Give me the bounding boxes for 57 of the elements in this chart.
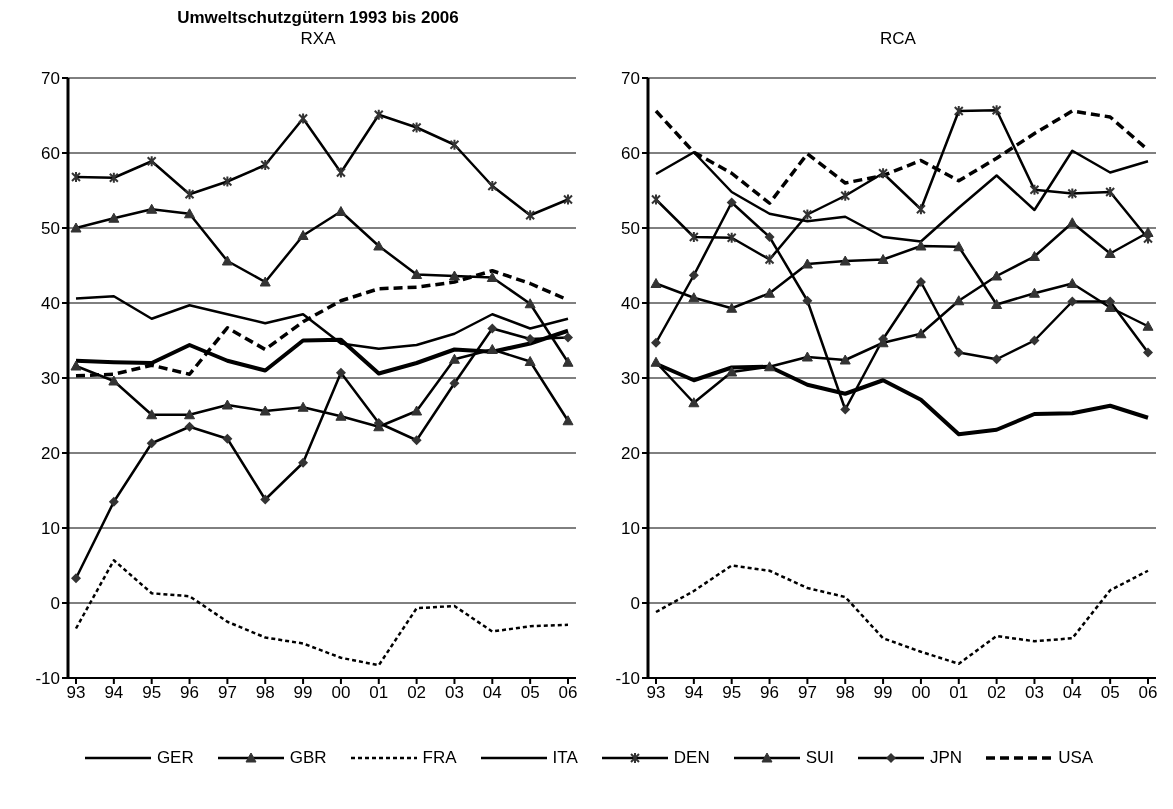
y-tick-label: -10 <box>615 669 640 689</box>
legend-label: ITA <box>552 748 578 768</box>
legend-label: GBR <box>289 748 327 768</box>
y-tick-label: 60 <box>621 144 640 164</box>
x-tick-label: 00 <box>331 683 351 703</box>
x-tick-label: 97 <box>217 683 237 703</box>
legend-label: JPN <box>930 748 963 768</box>
x-tick-label: 94 <box>104 683 124 703</box>
x-tick-label: 96 <box>180 683 199 703</box>
x-tick-label: 94 <box>684 683 704 703</box>
x-tick-label: 98 <box>835 683 855 703</box>
x-tick-label: 01 <box>369 683 389 703</box>
x-tick-label: 02 <box>987 683 1007 703</box>
y-tick-label: 0 <box>630 594 640 614</box>
y-tick-label: 10 <box>621 519 640 539</box>
x-tick-label: 99 <box>873 683 893 703</box>
x-tick-label: 04 <box>482 683 502 703</box>
legend-label: SUI <box>805 748 835 768</box>
x-tick-label: 05 <box>520 683 540 703</box>
chart-subtitle: RXA <box>299 28 337 50</box>
y-tick-label: 50 <box>621 219 640 239</box>
y-tick-label: 10 <box>41 519 60 539</box>
x-tick-label: 00 <box>911 683 931 703</box>
x-tick-label: 95 <box>722 683 742 703</box>
y-tick-label: 60 <box>41 144 60 164</box>
chart-title: Umweltschutzgütern 1993 bis 2006 <box>176 8 460 28</box>
x-tick-label: 01 <box>949 683 969 703</box>
x-tick-label: 99 <box>293 683 313 703</box>
x-tick-label: 93 <box>646 683 666 703</box>
y-tick-label: 40 <box>621 294 640 314</box>
x-tick-label: 95 <box>142 683 162 703</box>
y-tick-label: 20 <box>41 444 60 464</box>
legend-label: FRA <box>422 748 457 768</box>
x-tick-label: 02 <box>407 683 427 703</box>
y-tick-label: 50 <box>41 219 60 239</box>
y-tick-label: 30 <box>621 369 640 389</box>
legend-label: DEN <box>673 748 710 768</box>
x-tick-label: 96 <box>760 683 779 703</box>
legend-label: USA <box>1058 748 1094 768</box>
y-tick-label: 70 <box>621 69 640 89</box>
y-tick-label: 0 <box>50 594 60 614</box>
x-tick-label: 06 <box>1138 683 1158 703</box>
x-tick-label: 03 <box>1025 683 1044 703</box>
y-tick-label: 20 <box>621 444 640 464</box>
x-tick-label: 05 <box>1100 683 1120 703</box>
x-tick-label: 04 <box>1062 683 1082 703</box>
x-tick-label: 03 <box>445 683 464 703</box>
y-tick-label: -10 <box>35 669 60 689</box>
y-tick-label: 30 <box>41 369 60 389</box>
legend-label: GER <box>156 748 194 768</box>
x-tick-label: 98 <box>255 683 275 703</box>
chart-title: RCA <box>879 28 917 50</box>
x-tick-label: 97 <box>797 683 817 703</box>
x-tick-label: 93 <box>66 683 86 703</box>
y-tick-label: 70 <box>41 69 60 89</box>
y-tick-label: 40 <box>41 294 60 314</box>
x-tick-label: 06 <box>558 683 578 703</box>
